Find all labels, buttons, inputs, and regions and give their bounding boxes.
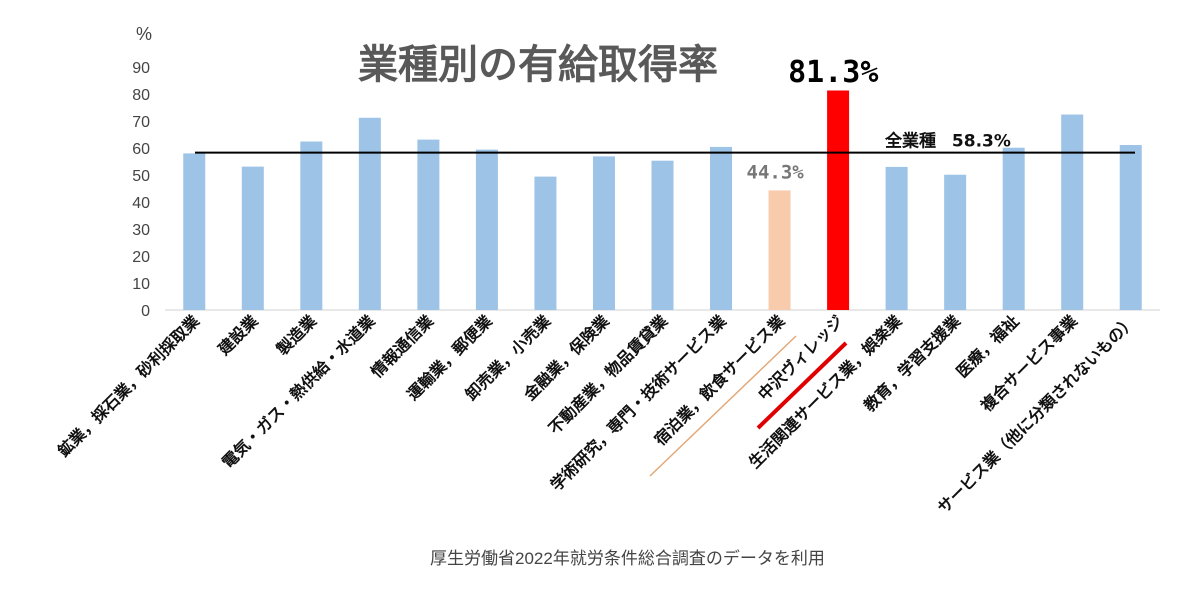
category-label: 建設業 xyxy=(214,311,262,359)
bar xyxy=(1061,114,1084,311)
bar xyxy=(885,166,908,310)
red-underline xyxy=(756,341,848,430)
y-tick-label: 10 xyxy=(132,276,150,293)
bars xyxy=(183,90,1142,311)
category-label: 製造業 xyxy=(272,311,321,360)
y-tick-label: 50 xyxy=(132,168,150,185)
y-tick-label: 90 xyxy=(132,60,150,77)
y-tick-label: 40 xyxy=(132,195,150,212)
bar xyxy=(768,190,791,310)
y-tick-label: 20 xyxy=(132,249,150,266)
bar xyxy=(1002,147,1025,310)
bar xyxy=(417,139,440,310)
bar xyxy=(241,166,264,310)
bar xyxy=(1119,145,1142,310)
bar xyxy=(358,117,381,310)
y-axis-unit: % xyxy=(136,24,152,44)
y-tick-label: 80 xyxy=(132,87,150,104)
source-note: 厚生労働省2022年就労条件総合調査のデータを利用 xyxy=(430,548,825,568)
low-bar-value-label: 44.3% xyxy=(747,161,805,183)
average-label: 全業種 58.3% xyxy=(884,131,1011,152)
bar xyxy=(183,153,206,310)
y-tick-label: 30 xyxy=(132,222,150,239)
average-label-name: 全業種 xyxy=(884,131,936,152)
bar xyxy=(944,174,967,310)
orange-underline xyxy=(649,335,797,477)
bar xyxy=(827,90,850,311)
bar xyxy=(651,160,674,310)
y-tick-label: 70 xyxy=(132,114,150,131)
bar xyxy=(475,149,498,310)
category-labels: 鉱業，採石業，砂利採取業 建設業 製造業電気・ガス・熱供給・水道業情報通信業運輸業，… xyxy=(54,311,1140,517)
bar xyxy=(300,141,323,310)
chart-title: 業種別の有給取得率 xyxy=(358,42,718,88)
bar xyxy=(710,146,733,310)
bar xyxy=(534,176,557,310)
bar xyxy=(592,156,615,310)
y-tick-label: 60 xyxy=(132,141,150,158)
average-label-value: 58.3% xyxy=(952,132,1011,152)
top-bar-value-label: 81.3% xyxy=(788,55,878,90)
y-axis-ticks: 0 10 20 30 40 50 60 70 80 90 xyxy=(132,60,150,320)
category-label: 鉱業，採石業，砂利採取業 xyxy=(54,311,204,461)
y-tick-label: 0 xyxy=(141,303,150,320)
category-label: 複合サービス事業 xyxy=(976,311,1081,416)
